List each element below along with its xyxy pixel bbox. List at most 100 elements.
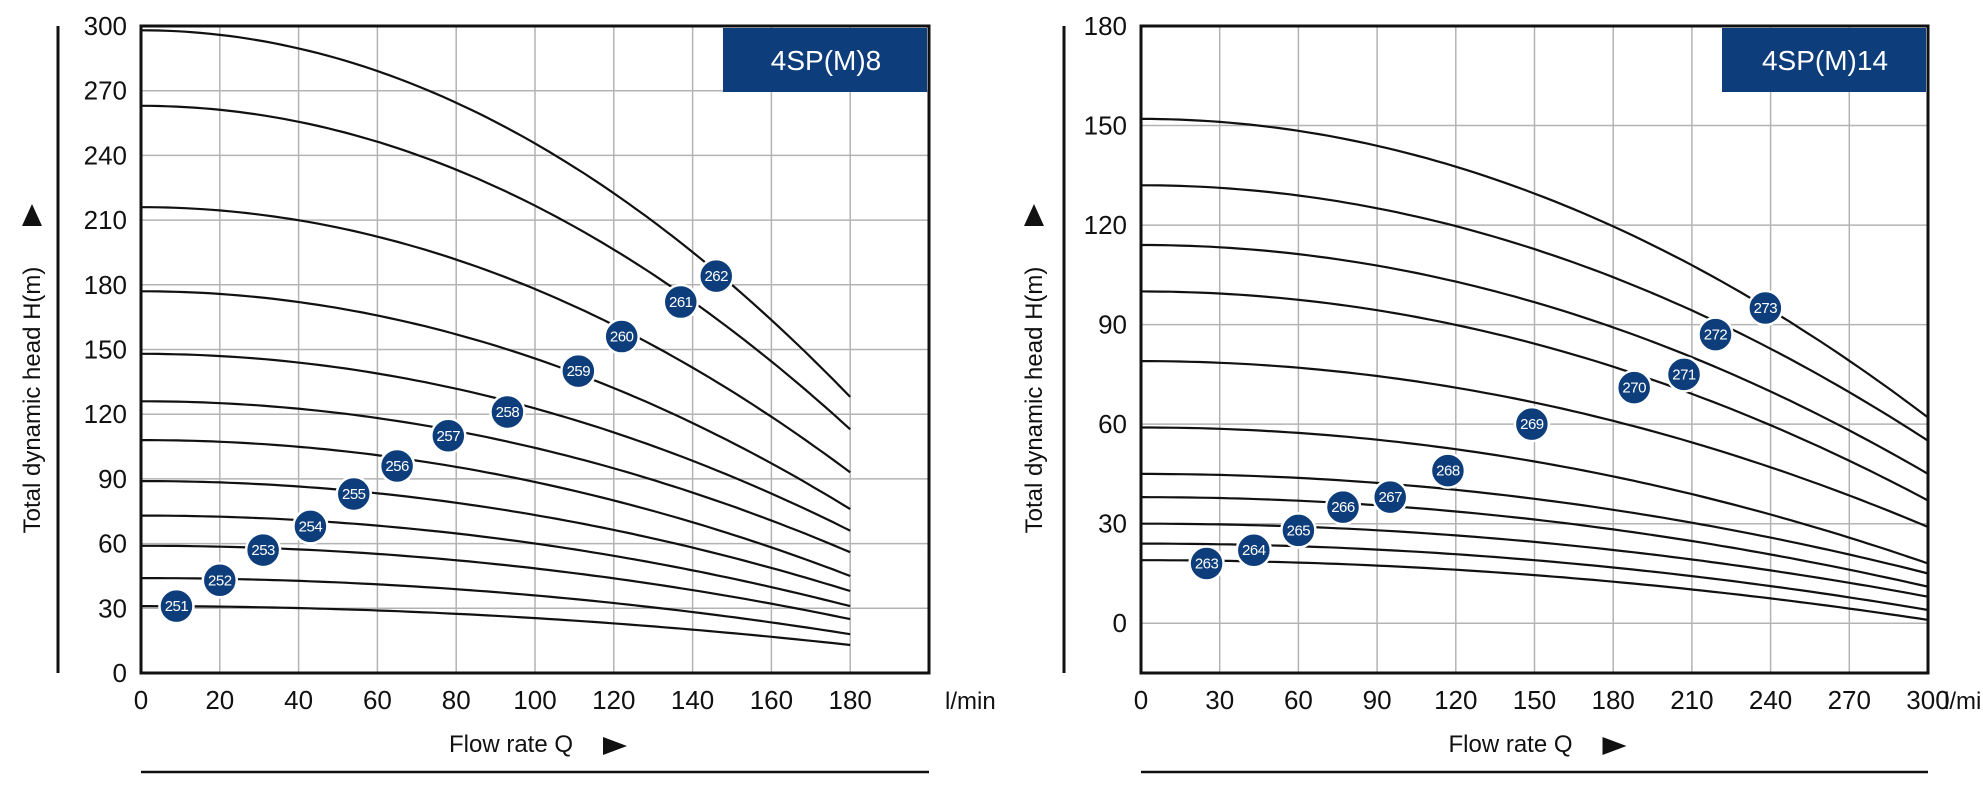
curve-263 bbox=[1141, 559, 1929, 621]
y-tick-label: 0 bbox=[1113, 608, 1127, 638]
x-tick-label: 300 bbox=[1906, 685, 1949, 715]
curve-261 bbox=[141, 104, 851, 431]
curve-label-258: 258 bbox=[496, 404, 520, 421]
curve-label-badge-254 bbox=[292, 508, 329, 545]
curve-272 bbox=[1141, 184, 1929, 442]
curve-label-254: 254 bbox=[299, 518, 323, 535]
y-tick-label: 150 bbox=[1084, 111, 1127, 141]
y-tick-label: 180 bbox=[1084, 11, 1127, 41]
x-unit-label-4spm8: l/min bbox=[945, 688, 996, 715]
curve-271 bbox=[1141, 243, 1929, 475]
curve-label-269: 269 bbox=[1520, 416, 1544, 433]
curve-label-252: 252 bbox=[208, 572, 232, 589]
curve-label-261: 261 bbox=[669, 294, 693, 311]
x-unit-label-4spm14: l/min bbox=[1944, 688, 1983, 715]
y-tick-label: 150 bbox=[84, 335, 127, 365]
curve-254 bbox=[141, 514, 851, 608]
x-tick-label: 0 bbox=[1134, 685, 1148, 715]
x-tick-label: 100 bbox=[513, 685, 556, 715]
curve-260 bbox=[141, 206, 851, 474]
x-tick-label: 150 bbox=[1513, 685, 1556, 715]
curve-label-badge-258 bbox=[489, 393, 526, 431]
curve-label-265: 265 bbox=[1287, 522, 1311, 539]
curve-label-272: 272 bbox=[1704, 327, 1728, 344]
curve-label-badge-257 bbox=[430, 417, 467, 455]
curve-label-255: 255 bbox=[342, 486, 366, 503]
x-tick-label: 120 bbox=[1434, 685, 1477, 715]
y-axis-label-4spm8: Total dynamic head H(m) bbox=[19, 267, 46, 534]
y-tick-label: 120 bbox=[84, 399, 127, 429]
curve-267 bbox=[1141, 472, 1929, 575]
curve-labels-4spm8: 251 252 253 254 255 256 257 258 259 260 261 262 bbox=[158, 257, 735, 625]
curve-label-273: 273 bbox=[1754, 300, 1778, 317]
x-tick-label: 30 bbox=[1205, 685, 1234, 715]
x-tick-label: 20 bbox=[205, 685, 234, 715]
curve-label-badge-256 bbox=[378, 447, 416, 485]
x-tick-label: 270 bbox=[1828, 685, 1871, 715]
curve-label-badge-264 bbox=[1235, 531, 1273, 569]
y-axis-label-4spm14: Total dynamic head H(m) bbox=[1021, 267, 1048, 534]
chart-title-4spm14: 4SP(M)14 bbox=[1762, 45, 1888, 76]
curve-252 bbox=[141, 577, 851, 636]
curve-label-badge-263 bbox=[1188, 545, 1225, 582]
curve-label-badge-269 bbox=[1513, 405, 1551, 443]
x-tick-label: 80 bbox=[442, 685, 471, 715]
curve-label-266: 266 bbox=[1331, 499, 1355, 516]
curve-label-270: 270 bbox=[1622, 380, 1646, 397]
curve-label-badge-270 bbox=[1615, 369, 1653, 406]
curve-label-257: 257 bbox=[437, 428, 461, 445]
x-axis-arrow-icon bbox=[603, 737, 627, 755]
y-tick-label: 300 bbox=[84, 11, 127, 41]
curve-label-badge-271 bbox=[1665, 356, 1703, 393]
curve-label-badge-262 bbox=[697, 257, 735, 295]
curve-256 bbox=[141, 439, 851, 578]
x-tick-label: 180 bbox=[1592, 685, 1635, 715]
curve-label-badge-272 bbox=[1697, 316, 1734, 353]
y-tick-label: 240 bbox=[84, 140, 127, 170]
curve-labels-4spm14: 263 264 265 266 267 268 269 270 271 272 273 bbox=[1188, 289, 1784, 582]
curve-273 bbox=[1141, 117, 1929, 419]
curves-4spm14 bbox=[1140, 117, 1929, 621]
grid-4spm8 bbox=[141, 26, 929, 673]
curve-255 bbox=[141, 480, 851, 593]
curve-259 bbox=[141, 290, 851, 511]
curve-label-260: 260 bbox=[610, 329, 634, 346]
chart-4spm14: Total dynamic head H(m) Flow rate Q l/mi… bbox=[1021, 11, 1983, 774]
x-tick-label: 140 bbox=[671, 685, 714, 715]
curve-251 bbox=[141, 605, 851, 647]
x-axis-label-4spm14: Flow rate Q bbox=[1448, 731, 1572, 758]
curve-label-badge-268 bbox=[1429, 452, 1467, 489]
title-box bbox=[723, 28, 927, 92]
curve-label-badge-266 bbox=[1324, 488, 1362, 526]
y-tick-label: 210 bbox=[84, 205, 127, 235]
curve-label-badge-251 bbox=[158, 587, 195, 625]
curve-label-262: 262 bbox=[704, 268, 728, 285]
chart-title-4spm8: 4SP(M)8 bbox=[771, 45, 881, 76]
y-axis-arrow-icon bbox=[22, 204, 42, 226]
curve-label-badge-260 bbox=[603, 318, 640, 355]
x-tick-label: 40 bbox=[284, 685, 313, 715]
curve-label-badge-265 bbox=[1280, 512, 1317, 549]
x-tick-label: 210 bbox=[1670, 685, 1713, 715]
curve-label-253: 253 bbox=[251, 542, 275, 559]
y-tick-label: 90 bbox=[98, 464, 127, 494]
x-tick-label: 120 bbox=[592, 685, 635, 715]
y-tick-label: 90 bbox=[1098, 310, 1127, 340]
title-box bbox=[1722, 28, 1926, 92]
curve-258 bbox=[141, 352, 851, 532]
y-axis-arrow-icon bbox=[1024, 204, 1044, 226]
curve-label-267: 267 bbox=[1378, 489, 1402, 506]
x-tick-label: 160 bbox=[750, 685, 793, 715]
curve-266 bbox=[1140, 496, 1929, 588]
curve-264 bbox=[1141, 542, 1929, 612]
chart-4spm8: Total dynamic head H(m) Flow rate Q l/mi… bbox=[19, 11, 996, 774]
x-tick-label: 0 bbox=[134, 685, 148, 715]
y-tick-label: 120 bbox=[1084, 210, 1127, 240]
curve-label-badge-253 bbox=[244, 531, 282, 569]
x-tick-label: 90 bbox=[1363, 685, 1392, 715]
x-axis-arrow-icon bbox=[1602, 737, 1627, 755]
curve-label-badge-255 bbox=[335, 475, 373, 513]
curve-257 bbox=[141, 400, 851, 554]
curve-label-badge-259 bbox=[560, 352, 597, 390]
